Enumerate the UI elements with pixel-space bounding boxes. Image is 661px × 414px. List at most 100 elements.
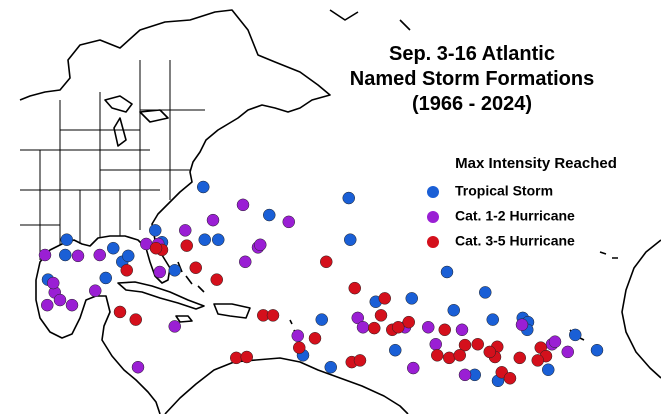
legend-label: Cat. 3-5 Hurricane [455,233,575,249]
storm-point [210,273,223,286]
storm-point [458,338,472,352]
storm-point [569,328,582,342]
storm-point [65,298,79,312]
cuba [117,281,205,310]
storm-point [431,349,444,362]
storm-point [107,241,120,255]
storm-point [197,180,210,194]
storm-point [189,261,202,274]
storm-point [230,351,243,365]
basemap [19,9,661,414]
state-borders [20,60,205,260]
storm-point [131,360,145,374]
canaries [599,251,618,259]
storm-point [180,239,193,252]
storm-point [59,248,72,262]
title-line: Named Storm Formations [350,68,594,90]
storm-point [282,215,295,229]
africa-coast [621,239,661,379]
storm-point [392,321,405,334]
storm-point [198,233,211,246]
storm-point [122,249,135,263]
storm-point [378,292,391,305]
storm-point [324,360,337,374]
storm-point [447,304,460,317]
storm-point [503,372,517,385]
south-america-coast [164,357,409,414]
storm-point [149,241,163,255]
storm-point [315,313,328,326]
storm-point [486,313,499,326]
storm-point [590,343,604,357]
storm-point [513,351,526,365]
greenland-coast [329,9,411,31]
legend-title: Max Intensity Reached [455,155,617,172]
storm-point [422,321,435,334]
storm-point [266,309,280,322]
jamaica [175,315,193,323]
storm-point [348,281,361,295]
storm-point [405,292,418,305]
storm-point [254,238,267,252]
storm-point [60,233,73,246]
storm-point [212,233,225,246]
storm-point [453,349,466,362]
storm-point [548,335,562,348]
title-line: Sep. 3-16 Atlantic [389,43,555,65]
storm-point [542,363,555,376]
storm-point [293,341,306,354]
storm-point [429,338,442,351]
storm-point [168,320,181,333]
legend-label: Cat. 1-2 Hurricane [455,208,575,224]
legend-swatch [427,236,439,248]
storm-point [120,264,133,277]
storm-point [38,248,52,262]
storm-point [320,255,333,269]
storm-point [561,345,574,359]
title: Sep. 3-16 Atlantic Named Storm Formation… [350,43,594,115]
storm-point [374,309,388,322]
storm-point [356,321,370,334]
storm-point [479,286,492,299]
storm-point [206,213,220,227]
storm-point [263,208,276,222]
storm-point [438,323,451,337]
storm-point [455,323,469,337]
storm-point [71,249,85,263]
storm-point [53,293,67,307]
storm-point [342,191,355,205]
storm-point [515,318,529,331]
legend-swatch [427,211,439,223]
storm-point [149,224,162,237]
storm-point [113,305,127,319]
storm-point [153,265,166,279]
storm-point [531,354,544,367]
storm-point [239,255,252,269]
legend-label: Tropical Storm [455,183,553,199]
storm-point [407,361,420,375]
hispaniola [213,303,251,319]
storm-point [440,265,454,279]
storm-point [389,343,402,357]
storm-point [129,313,142,326]
storm-point [402,315,415,329]
great-lakes [104,95,169,147]
storm-point [168,264,181,277]
storm-point [368,321,381,335]
storm-point [483,345,496,359]
storm-point [308,332,322,345]
storm-point [240,350,253,364]
legend: Tropical Storm Cat. 1-2 Hurricane Cat. 3-5… [427,183,575,249]
storm-point [344,233,357,246]
points [38,180,604,388]
storm-point [99,271,112,285]
storm-point [291,329,304,342]
legend-swatch [427,186,439,198]
storm-point [179,224,192,237]
storm-point [47,276,60,290]
storm-point [89,284,102,297]
title-line: (1966 - 2024) [412,93,532,115]
north-america-coast [19,9,331,414]
storm-point [236,198,250,212]
